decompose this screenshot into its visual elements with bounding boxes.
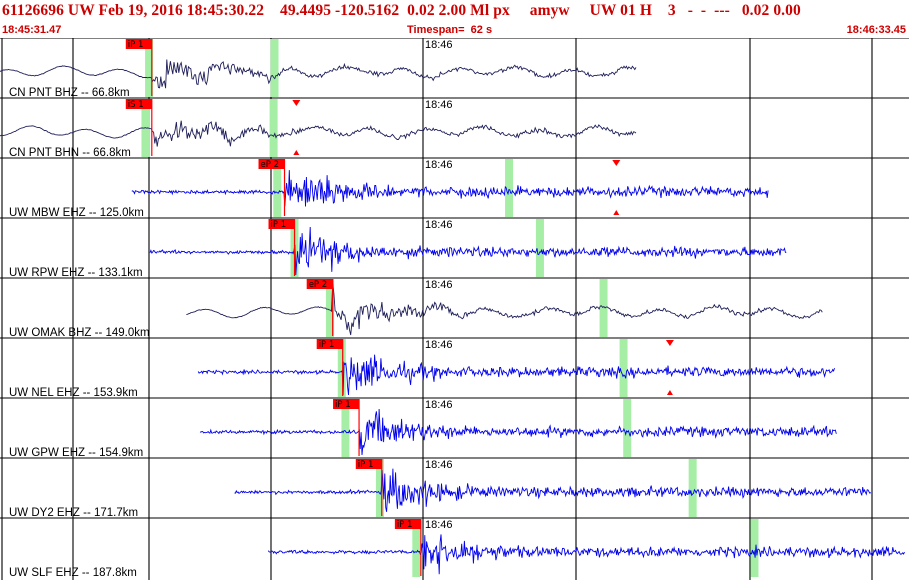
event-title: 61126696 UW Feb 19, 2016 18:45:30.22 49.… (2, 2, 801, 19)
station-label: UW DY2 EHZ -- 171.7km (9, 507, 138, 519)
waveform (199, 408, 837, 456)
trace-row: iP 1 18:46 CN PNT BHZ -- 66.8km (0, 38, 909, 99)
window-band (337, 339, 346, 397)
station-label: UW MBW EHZ -- 125.0km (9, 207, 144, 219)
window-band (750, 519, 759, 577)
minute-label: 18:46 (425, 39, 453, 51)
pick-flag (333, 399, 360, 409)
trace-row: iP 1 18:46 UW SLF EHZ -- 187.8km (0, 517, 909, 579)
pick-flag (316, 339, 343, 349)
window-band (412, 519, 421, 577)
station-label: UW GPW EHZ -- 154.9km (9, 447, 143, 459)
window-band (325, 279, 334, 337)
pick-label: iS 1 (128, 100, 144, 110)
pick-flag (125, 39, 152, 49)
minute-label: 18:46 (425, 99, 453, 111)
minute-label: 18:46 (425, 519, 453, 531)
pick-flag (355, 459, 382, 469)
pick-label: iP 1 (319, 340, 335, 350)
minute-label: 18:46 (425, 339, 453, 351)
window-band (375, 459, 384, 517)
pick-flag (268, 219, 295, 229)
station-label: UW SLF EHZ -- 187.8km (9, 567, 137, 579)
arrival-triangle-down (292, 100, 301, 106)
pick-label: iP 1 (358, 460, 374, 470)
minute-label: 18:46 (425, 399, 453, 411)
minute-label: 18:46 (425, 279, 453, 291)
window-band (270, 39, 279, 97)
pick-flag (306, 279, 333, 289)
trace-row: iS 1 18:46 CN PNT BHN -- 66.8km (0, 97, 909, 159)
station-label: UW NEL EHZ -- 153.9km (9, 387, 138, 399)
pick-flag (125, 99, 152, 109)
window-band (535, 219, 544, 277)
waveform (234, 468, 872, 512)
start-time: 18:45:31.47 (2, 24, 62, 36)
waveform (0, 59, 637, 89)
pick-label: eP 2 (261, 160, 279, 170)
window-band (623, 399, 632, 457)
arrival-triangle-down (665, 340, 674, 346)
window-band (688, 459, 697, 517)
station-label: UW RPW EHZ -- 133.1km (9, 267, 143, 279)
station-label: CN PNT BHN -- 66.8km (9, 147, 131, 159)
station-label: UW OMAK BHZ -- 149.0km (9, 327, 150, 339)
waveform (197, 354, 835, 396)
end-time: 18:46:33.45 (846, 24, 906, 36)
window-band (145, 39, 154, 97)
arrival-triangle-up (293, 150, 300, 155)
trace-row: iP 1 18:46 UW RPW EHZ -- 133.1km (0, 217, 909, 279)
station-label: CN PNT BHZ -- 66.8km (9, 87, 130, 99)
waveform (149, 226, 787, 276)
minute-label: 18:46 (425, 459, 453, 471)
pick-label: iP 1 (397, 520, 413, 530)
trace-row: eP 2 18:46 UW OMAK BHZ -- 149.0km (0, 277, 909, 339)
pick-label: iP 1 (271, 220, 287, 230)
minute-label: 18:46 (425, 219, 453, 231)
waveform (131, 170, 769, 207)
trace-row: eP 2 18:46 UW MBW EHZ -- 125.0km (0, 157, 909, 219)
window-band (505, 159, 514, 217)
trace-row: iP 1 18:46 UW DY2 EHZ -- 171.7km (0, 457, 909, 519)
header-bar: 61126696 UW Feb 19, 2016 18:45:30.22 49.… (0, 0, 909, 38)
window-band (341, 399, 350, 457)
window-band (599, 279, 608, 337)
minute-label: 18:46 (425, 159, 453, 171)
trace-row: iP 1 18:46 UW GPW EHZ -- 154.9km (0, 397, 909, 459)
pick-label: iP 1 (335, 400, 351, 410)
window-band (269, 99, 278, 157)
window-band (273, 159, 282, 217)
pick-flag (258, 159, 285, 169)
waveform (267, 534, 905, 575)
arrival-triangle-up (613, 210, 620, 215)
timespan-label: Timespan= 62 s (407, 24, 493, 36)
window-band (619, 339, 628, 397)
arrival-triangle-down (612, 160, 621, 166)
waveform (0, 120, 637, 147)
waveform (186, 283, 823, 336)
pick-label: eP 2 (309, 280, 327, 290)
trace-row: iP 1 18:46 UW NEL EHZ -- 153.9km (0, 337, 909, 399)
arrival-triangle-up (666, 390, 673, 395)
pick-label: iP 1 (128, 40, 144, 50)
pick-flag (394, 519, 421, 529)
